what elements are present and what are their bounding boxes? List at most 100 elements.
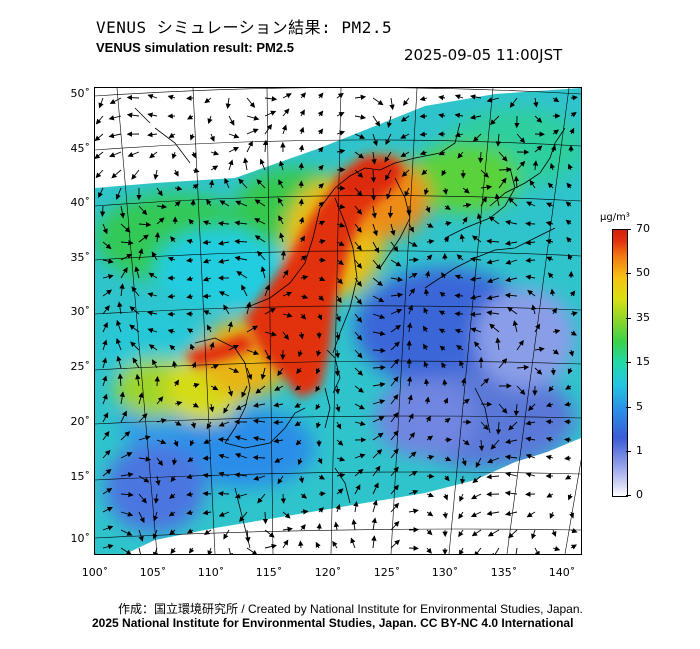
wind-arrow (424, 270, 431, 279)
wind-arrow (168, 132, 176, 138)
wind-arrow (354, 205, 363, 215)
wind-arrow (227, 547, 233, 554)
wind-arrow (189, 133, 195, 141)
wind-arrow (516, 364, 530, 371)
wind-arrow (423, 288, 430, 297)
wind-arrow (474, 341, 482, 351)
wind-arrow (155, 475, 161, 486)
wind-arrow (529, 179, 536, 189)
wind-arrow (295, 439, 302, 446)
wind-arrow (419, 113, 428, 119)
wind-arrow (259, 158, 266, 171)
wind-arrow (315, 385, 321, 392)
wind-arrow (505, 276, 518, 283)
wind-arrow (317, 110, 324, 117)
wind-arrow (252, 418, 266, 424)
wind-arrow (552, 328, 561, 335)
wind-arrow (390, 484, 399, 495)
wind-arrow (478, 439, 485, 452)
wind-arrow (126, 112, 140, 118)
wind-arrow (504, 292, 518, 299)
wind-arrow (525, 239, 536, 246)
wind-arrow (218, 453, 230, 459)
wind-arrow (335, 331, 341, 341)
wind-arrow (264, 123, 273, 135)
wind-arrow (505, 219, 518, 226)
wind-arrow (513, 175, 520, 189)
wind-arrow (486, 97, 500, 103)
wind-arrow (138, 529, 144, 542)
wind-arrow (264, 543, 277, 550)
colorbar-tick-70 (626, 229, 631, 230)
wind-arrow (425, 415, 431, 423)
wind-arrow (234, 453, 248, 459)
wind-arrow (102, 468, 112, 477)
wind-arrow (315, 403, 321, 411)
wind-arrow (189, 439, 195, 447)
wind-arrow (534, 346, 545, 352)
wind-arrow (408, 527, 419, 533)
wind-arrow (264, 110, 277, 117)
wind-arrow (490, 439, 500, 450)
wind-arrow (262, 139, 269, 153)
wind-arrow (127, 151, 140, 158)
wind-arrow (426, 254, 433, 261)
wind-arrow (186, 473, 194, 480)
wind-arrow (564, 419, 572, 425)
wind-arrow (300, 313, 307, 320)
wind-arrow (354, 484, 361, 495)
wind-arrow (116, 355, 122, 369)
wind-arrow (459, 360, 465, 369)
wind-arrow (545, 454, 554, 461)
wind-arrow (480, 196, 487, 207)
wind-arrow (262, 511, 269, 525)
wind-arrow (354, 403, 365, 410)
wind-arrow (550, 367, 556, 376)
wind-arrow (294, 420, 302, 427)
wind-arrow (138, 392, 144, 405)
wind-arrow (408, 241, 418, 247)
wind-arrow (354, 367, 364, 376)
wind-arrow (224, 177, 230, 189)
wind-arrow (372, 313, 386, 319)
wind-arrow (152, 547, 159, 554)
wind-arrow (419, 150, 428, 156)
wind-arrow (257, 493, 266, 504)
wind-arrow (280, 250, 287, 261)
wind-arrow (545, 220, 554, 227)
wind-arrow (188, 547, 195, 554)
wind-arrow (171, 360, 178, 369)
wind-arrow (371, 517, 377, 531)
wind-arrow (439, 345, 446, 352)
wind-arrow (570, 95, 578, 101)
wind-arrow (390, 259, 402, 267)
wind-arrow (154, 376, 160, 387)
wind-arrow (354, 133, 366, 139)
wind-arrow (120, 529, 133, 536)
coastlines (134, 107, 566, 549)
wind-arrow (469, 276, 482, 282)
wind-arrow (469, 311, 482, 317)
wind-arrow (459, 475, 466, 485)
wind-arrow (426, 473, 435, 479)
wind-arrow (138, 493, 147, 504)
wind-arrow (102, 375, 108, 387)
wind-arrow (454, 311, 464, 317)
wind-arrow (408, 489, 419, 495)
wind-arrow (546, 492, 554, 498)
wind-arrow (102, 488, 113, 495)
wind-arrow (372, 482, 379, 495)
wind-arrow (390, 223, 396, 236)
wind-arrow (102, 449, 111, 459)
wind-arrow (274, 457, 284, 463)
wind-arrow (457, 151, 464, 159)
wind-arrow (513, 403, 520, 417)
wind-arrow (152, 529, 158, 540)
wind-arrow (149, 151, 158, 159)
wind-arrow (204, 529, 212, 536)
lat-label-35: 35˚ (70, 251, 91, 264)
wind-arrow (282, 108, 290, 117)
wind-arrow (147, 328, 158, 334)
wind-arrow (186, 528, 194, 534)
wind-arrow (462, 202, 472, 209)
